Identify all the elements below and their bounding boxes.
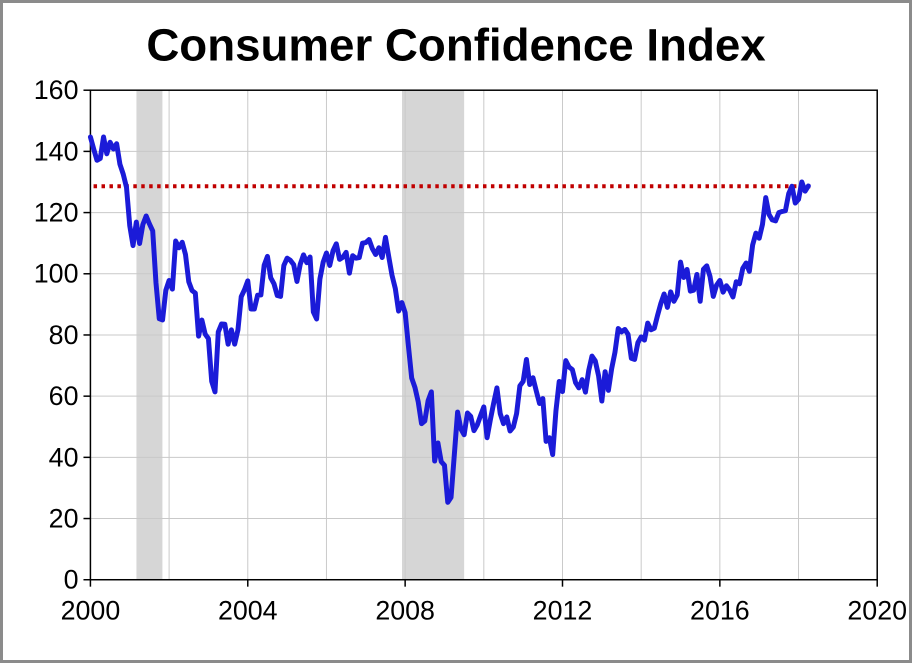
x-tick-label: 2012: [533, 595, 593, 625]
x-tick-label: 2016: [690, 595, 750, 625]
y-tick-label: 0: [64, 565, 79, 595]
data-series: [87, 134, 811, 505]
y-tick-label: 100: [34, 259, 79, 289]
x-tick-label: 2004: [218, 595, 278, 625]
y-tick-label: 40: [49, 442, 79, 472]
x-tick-label: 2020: [847, 595, 907, 625]
x-tick-label: 2000: [61, 595, 121, 625]
axis-ticks: [83, 89, 878, 587]
y-tick-label: 60: [49, 381, 79, 411]
chart-title: Consumer Confidence Index: [146, 20, 766, 71]
cci-line: [87, 134, 811, 505]
consumer-confidence-chart: 2000 2004 2008 2012 2016 2020 0 20 40 60 80 100 120 1…: [34, 20, 907, 626]
axis-labels: 2000 2004 2008 2012 2016 2020 0 20 40 60 80 100 120 1…: [34, 75, 907, 625]
y-tick-label: 160: [34, 75, 79, 105]
x-tick-label: 2008: [375, 595, 435, 625]
y-tick-label: 120: [34, 198, 79, 228]
y-tick-label: 20: [49, 503, 79, 533]
y-tick-label: 140: [34, 136, 79, 166]
y-tick-label: 80: [49, 320, 79, 350]
